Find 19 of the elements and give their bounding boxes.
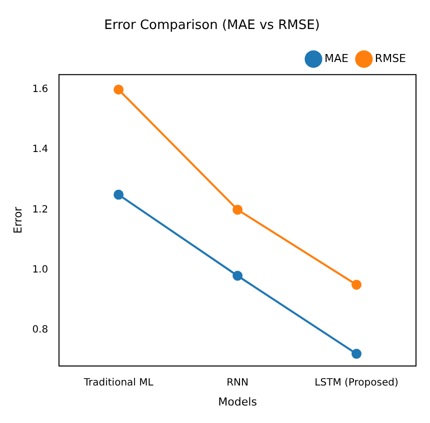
chart-title: Error Comparison (MAE vs RMSE)	[104, 18, 320, 34]
legend-label: RMSE	[374, 52, 406, 65]
point	[114, 190, 124, 200]
x-tick-label: Traditional ML	[82, 377, 154, 388]
y-tick-label: 0.8	[32, 324, 48, 336]
x-axis-title: Models	[218, 395, 258, 408]
x-tick-label: LSTM (Proposed)	[314, 377, 398, 388]
point	[232, 204, 243, 215]
y-tick-label: 1.0	[32, 264, 48, 276]
point	[352, 280, 362, 290]
point	[352, 348, 362, 359]
y-tick-label: 1.6	[32, 84, 48, 96]
legend-label: MAE	[324, 52, 348, 65]
x-tick-label: RNN	[226, 377, 249, 388]
y-tick-label: 1.4	[32, 144, 48, 156]
y-axis-title: Error	[11, 206, 24, 234]
point	[114, 84, 124, 95]
point	[232, 270, 243, 281]
y-tick-label: 1.2	[32, 204, 48, 216]
